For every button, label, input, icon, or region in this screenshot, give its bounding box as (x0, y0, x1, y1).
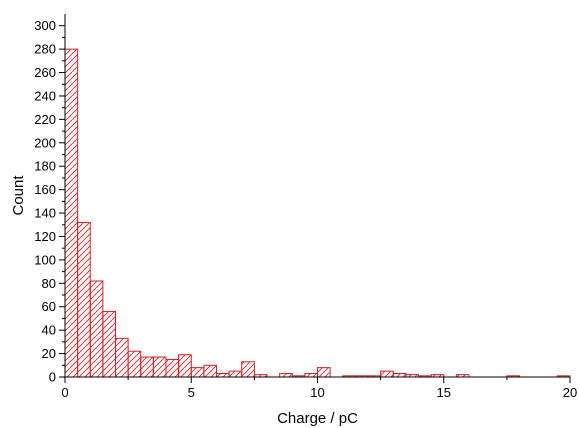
y-tick-label: 0 (49, 370, 56, 385)
x-tick-label: 15 (437, 385, 451, 400)
histogram-bars (64, 48, 571, 378)
histogram-bar (89, 280, 104, 378)
y-tick-label: 240 (34, 88, 56, 103)
y-tick-label: 40 (42, 323, 56, 338)
histogram-bar (216, 372, 230, 378)
x-tick-label: 0 (61, 385, 68, 400)
histogram-bar (127, 350, 142, 378)
y-tick-label: 20 (42, 346, 56, 361)
histogram-bar (317, 367, 331, 378)
y-tick-label: 80 (42, 276, 56, 291)
y-tick-label: 260 (34, 65, 56, 80)
histogram-bar (228, 370, 243, 378)
histogram-bar (165, 358, 180, 378)
x-tick-label: 5 (188, 385, 195, 400)
histogram-bar (392, 372, 407, 378)
histogram-bar (304, 372, 318, 378)
y-tick-label: 180 (34, 159, 56, 174)
y-tick-label: 300 (34, 18, 56, 33)
histogram-bar (241, 361, 255, 378)
y-tick-label: 140 (34, 206, 56, 221)
histogram-bar (152, 356, 167, 378)
histogram-bar (190, 367, 205, 378)
histogram-bar (140, 356, 154, 378)
y-tick-label: 220 (34, 112, 56, 127)
histogram-bar (64, 48, 79, 378)
x-axis-title: Charge / pC (277, 410, 358, 427)
x-tick-label: 20 (563, 385, 577, 400)
y-tick-label: 200 (34, 135, 56, 150)
y-tick-label: 120 (34, 229, 56, 244)
x-tick-label: 10 (310, 385, 324, 400)
histogram-bar (102, 310, 116, 378)
histogram-bar (77, 221, 91, 378)
y-tick-label: 280 (34, 42, 56, 57)
histogram-bar (178, 354, 192, 378)
axes: 0204060801001201401601802002202402602803… (34, 14, 577, 400)
y-tick-label: 60 (42, 299, 56, 314)
histogram-bar (380, 370, 394, 378)
y-tick-label: 100 (34, 252, 56, 267)
y-tick-label: 160 (34, 182, 56, 197)
histogram-bar (279, 372, 293, 378)
histogram-bar (115, 337, 129, 378)
y-axis-ticks: 0 20 40 60 80 100 120 140 160 180 200 220 240 260 280 3… (34, 18, 65, 385)
histogram-bar (203, 364, 217, 378)
x-axis-ticks: 0 5 10 15 20 (61, 377, 577, 400)
y-axis-title: Count (10, 175, 27, 216)
